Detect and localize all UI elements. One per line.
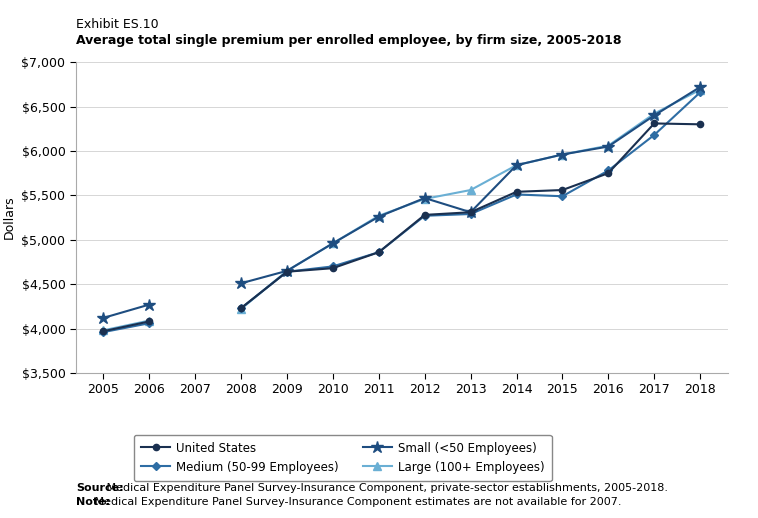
Small (<50 Employees) [145, 301, 154, 308]
Text: Average total single premium per enrolled employee, by firm size, 2005-2018: Average total single premium per enrolle… [76, 34, 622, 47]
Line: Medium (50-99 Employees): Medium (50-99 Employees) [100, 320, 152, 335]
Text: Medical Expenditure Panel Survey-Insurance Component estimates are not available: Medical Expenditure Panel Survey-Insuran… [91, 497, 622, 507]
Large (100+ Employees) [99, 327, 108, 334]
Y-axis label: Dollars: Dollars [3, 196, 16, 239]
Line: United States: United States [100, 319, 152, 334]
Text: Source:: Source: [76, 483, 124, 493]
Small (<50 Employees) [99, 315, 108, 321]
Text: Note:: Note: [76, 497, 110, 507]
Large (100+ Employees) [145, 318, 154, 324]
United States [99, 328, 108, 334]
Line: Large (100+ Employees): Large (100+ Employees) [99, 316, 153, 334]
Legend: United States, Medium (50-99 Employees), Small (<50 Employees), Large (100+ Empl: United States, Medium (50-99 Employees),… [134, 435, 552, 481]
Text: Medical Expenditure Panel Survey-Insurance Component, private-sector establishme: Medical Expenditure Panel Survey-Insuran… [103, 483, 669, 493]
Text: Exhibit ES.10: Exhibit ES.10 [76, 18, 158, 31]
Medium (50-99 Employees) [145, 320, 154, 326]
Line: Small (<50 Employees): Small (<50 Employees) [97, 298, 155, 324]
United States [145, 319, 154, 325]
Medium (50-99 Employees) [99, 329, 108, 335]
